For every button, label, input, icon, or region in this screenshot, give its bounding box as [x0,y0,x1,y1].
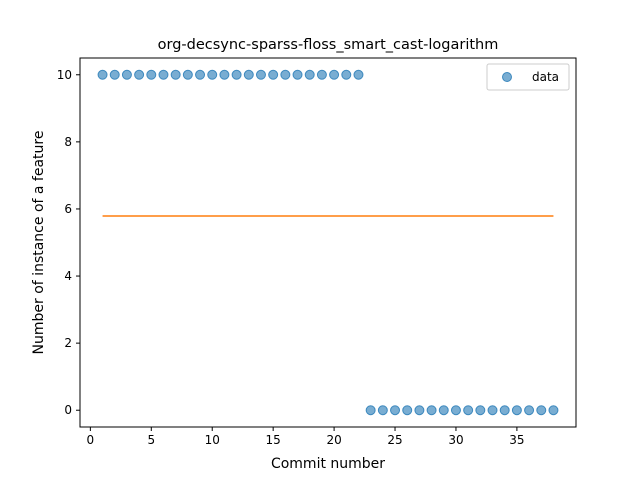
y-axis-label: Number of instance of a feature [31,131,47,355]
legend-label-data: data [532,70,559,84]
data-point [207,69,218,80]
legend-box [486,63,570,91]
data-point [463,405,474,416]
legend: data [486,63,570,91]
x-tick-label: 15 [266,433,281,447]
data-point [548,405,559,416]
data-point [536,405,547,416]
data-point [268,69,279,80]
data-point [255,69,266,80]
y-tick-label: 6 [64,202,72,216]
x-tick-label: 35 [509,433,524,447]
y-tick-label: 8 [64,135,72,149]
data-point [414,405,425,416]
data-point [377,405,388,416]
legend-marker-data [502,72,512,82]
data-point [146,69,157,80]
x-tick-label: 10 [205,433,220,447]
data-point [195,69,206,80]
data-point [243,69,254,80]
y-tick-label: 2 [64,336,72,350]
data-point [475,405,486,416]
x-tick-label: 20 [326,433,341,447]
data-point [182,69,193,80]
data-point [438,405,449,416]
data-point [329,69,340,80]
data-point [402,405,413,416]
data-point [365,405,376,416]
data-point [158,69,169,80]
data-point [134,69,145,80]
data-point [426,405,437,416]
x-axis-label: Commit number [271,456,385,472]
plot-area [97,69,559,416]
y-tick-label: 10 [57,68,72,82]
data-point [109,69,120,80]
x-tick-label: 25 [387,433,402,447]
data-point [121,69,132,80]
data-point [511,405,522,416]
data-point [390,405,401,416]
data-point [499,405,510,416]
data-point [341,69,352,80]
data-point [450,405,461,416]
y-tick-label: 0 [64,403,72,417]
data-point [280,69,291,80]
data-point [316,69,327,80]
x-tick-label: 30 [448,433,463,447]
x-tick-label: 0 [87,433,95,447]
data-point [292,69,303,80]
data-point [231,69,242,80]
data-point [304,69,315,80]
data-point [524,405,535,416]
axes-frame [79,57,577,428]
chart-title: org-decsync-sparss-floss_smart_cast-loga… [158,37,499,53]
data-point [97,69,108,80]
x-tick-label: 5 [147,433,155,447]
data-point [487,405,498,416]
data-point [353,69,364,80]
data-point [219,69,230,80]
axis-ticks: 0 5 10 15 20 25 30 35 0 2 4 6 8 10 [57,68,525,447]
data-point [170,69,181,80]
y-tick-label: 4 [64,269,72,283]
